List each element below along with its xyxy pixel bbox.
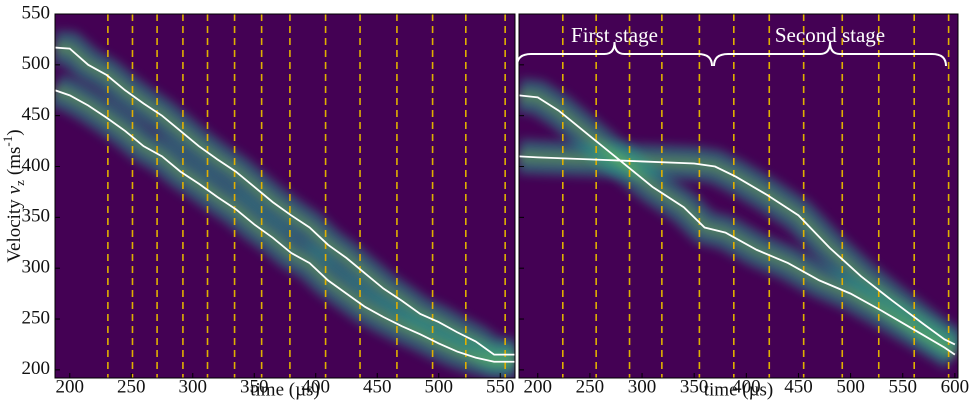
- x-tick-label: 500: [836, 376, 865, 397]
- x-tick-label: 400: [301, 376, 330, 397]
- y-tick-label: 250: [22, 307, 51, 328]
- envelope-line: [55, 46, 515, 356]
- envelope-line: [55, 89, 515, 363]
- x-tick-label: 350: [680, 376, 709, 397]
- x-tick-label: 200: [524, 376, 553, 397]
- x-tick-label: 500: [424, 376, 453, 397]
- stage-brace: [516, 41, 713, 67]
- y-tick-label: 350: [22, 206, 51, 227]
- y-label-sub: z: [12, 180, 27, 186]
- y-tick-label: 450: [22, 104, 51, 125]
- x-tick-label: 550: [486, 376, 515, 397]
- y-tick-label: 500: [22, 53, 51, 74]
- x-tick-label: 350: [240, 376, 269, 397]
- x-tick-label: 300: [628, 376, 657, 397]
- plot-area: [55, 14, 515, 378]
- x-axis-label: time (µs): [250, 379, 320, 400]
- y-axis-label: Velocity vz (ms-1): [0, 129, 27, 262]
- x-tick-label: 250: [117, 376, 146, 397]
- plot-frame: [518, 13, 959, 379]
- y-tick-label: 300: [22, 257, 51, 278]
- stage-brace: [713, 41, 947, 67]
- x-tick-label: 200: [56, 376, 85, 397]
- envelope-line: [519, 94, 956, 356]
- y-label-sup: -1: [0, 136, 15, 147]
- y-label-var: v: [4, 185, 25, 194]
- y-label-unit: (ms: [4, 147, 25, 176]
- stage-annotation: Second stage: [775, 23, 885, 47]
- plot-area: [519, 14, 958, 378]
- x-tick-label: 550: [888, 376, 917, 397]
- x-tick-label: 300: [179, 376, 208, 397]
- y-tick-label: 550: [22, 2, 51, 23]
- x-tick-label: 600: [941, 376, 970, 397]
- y-tick-label: 200: [22, 358, 51, 379]
- envelope-line: [519, 155, 956, 346]
- x-axis-label: time (µs): [704, 379, 774, 400]
- plot-frame: [54, 13, 516, 379]
- x-tick-label: 450: [363, 376, 392, 397]
- y-label-word: Velocity: [4, 199, 25, 263]
- x-tick-label: 450: [784, 376, 813, 397]
- y-label-close: ): [4, 129, 25, 135]
- x-tick-label: 250: [576, 376, 605, 397]
- stage-annotation: First stage: [571, 23, 658, 47]
- x-tick-label: 400: [732, 376, 761, 397]
- y-tick-label: 400: [22, 155, 51, 176]
